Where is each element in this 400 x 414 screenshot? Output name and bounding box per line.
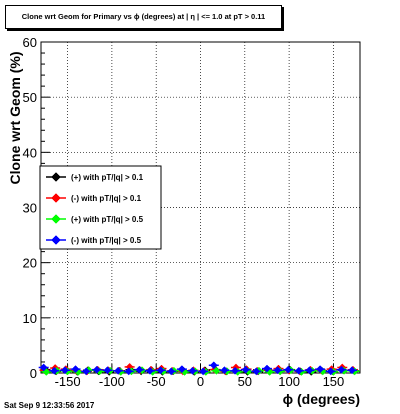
footer-date: Sat Sep 9 12:33:56 2017 (4, 401, 95, 410)
data-points (38, 361, 360, 376)
data-point (294, 366, 303, 375)
data-point (146, 366, 154, 375)
data-point (39, 363, 48, 372)
data-point (114, 366, 123, 375)
x-tick-label: -100 (99, 374, 125, 389)
data-point (284, 365, 293, 374)
x-axis-label: ϕ (degrees) (283, 391, 360, 407)
x-tick-label: 150 (323, 374, 345, 389)
legend-entries: (+) with pT/|q| > 0.1 (-) with pT/|q| > 0… (46, 172, 144, 245)
data-point (305, 366, 314, 375)
data-point (167, 367, 176, 376)
data-point (252, 367, 261, 376)
data-point (212, 366, 221, 375)
x-tick-label: -150 (55, 374, 81, 389)
y-tick-label: 40 (23, 145, 37, 160)
x-tick-label: 50 (238, 374, 252, 389)
data-point (199, 367, 208, 376)
y-axis-label: Clone wrt Geom (%) (7, 51, 23, 184)
data-point (209, 361, 218, 370)
legend: (+) with pT/|q| > 0.1 (-) with pT/|q| > 0… (39, 165, 162, 250)
data-point (241, 365, 250, 374)
legend-marker (51, 235, 61, 245)
y-tick-label: 60 (23, 35, 37, 50)
y-tick-label: 10 (23, 311, 37, 326)
data-point (92, 365, 101, 374)
data-point (231, 366, 240, 375)
data-point (71, 365, 80, 374)
data-point (50, 366, 59, 375)
data-point (177, 365, 186, 374)
data-point (337, 365, 346, 374)
y-tick-label: 20 (23, 256, 37, 271)
data-point (60, 366, 69, 375)
data-point (156, 366, 165, 375)
data-point (103, 366, 112, 375)
data-point (220, 366, 229, 375)
legend-marker (51, 193, 61, 203)
data-point (273, 366, 282, 375)
y-tick-label: 30 (23, 201, 37, 216)
legend-label: (+) with pT/|q| > 0.5 (71, 215, 144, 224)
data-point (316, 365, 325, 374)
data-point (326, 367, 335, 376)
data-point (263, 364, 271, 373)
legend-label: (+) with pT/|q| > 0.1 (71, 173, 144, 182)
x-tick-label: 100 (278, 374, 300, 389)
axis-ticks: -150 -100 -50 0 50 100 150 0 10 20 30 40 50 60 (23, 35, 361, 389)
data-point (135, 365, 144, 374)
data-point (124, 367, 133, 376)
legend-label: (-) with pT/|q| > 0.1 (71, 194, 142, 203)
x-tick-label: 0 (197, 374, 204, 389)
chart-title: Clone wrt Geom for Primary vs ϕ (degrees… (5, 5, 282, 29)
y-tick-label: 50 (23, 90, 37, 105)
data-point (188, 366, 197, 375)
legend-marker (51, 214, 61, 224)
legend-box (39, 165, 162, 250)
legend-label: (-) with pT/|q| > 0.5 (71, 236, 142, 245)
legend-marker (51, 172, 61, 182)
x-tick-label: -50 (147, 374, 166, 389)
data-point (82, 367, 91, 376)
y-tick-label: 0 (30, 366, 37, 381)
data-point (348, 366, 356, 375)
